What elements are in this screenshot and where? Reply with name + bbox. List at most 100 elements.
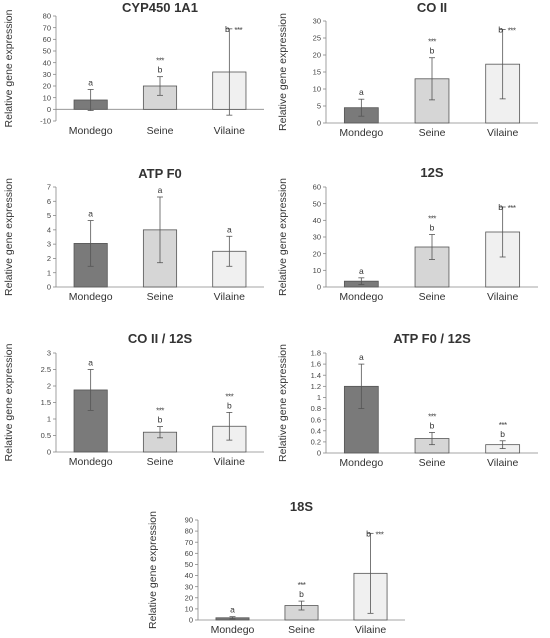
significance-letter: b [366,528,371,538]
significance-letter: a [359,352,364,362]
significance-letter: a [230,605,235,615]
y-tick-label: 50 [313,199,321,208]
y-tick-label: 30 [313,17,321,26]
significance-letter: b [498,25,503,35]
y-tick-label: 60 [43,35,51,44]
significance-letter: a [227,224,232,234]
chart-panel: CYP450 1A1 Relative gene expression -10 0 10… [3,0,264,137]
y-tick-label: 1.5 [41,398,51,407]
y-tick-label: 20 [185,593,193,602]
significance-letter: b [430,223,435,233]
y-tick-label: -10 [40,117,51,126]
y-tick-label: 0.6 [311,415,321,424]
x-category-label: Vilaine [355,624,386,636]
y-tick-label: 1.4 [311,371,321,380]
significance-letter: b [430,46,435,56]
y-tick-label: 90 [185,516,193,525]
y-tick-label: 10 [43,93,51,102]
x-category-label: Mondego [69,125,113,137]
x-category-label: Mondego [69,456,113,468]
significance-letter: a [88,78,93,88]
chart-title: CO II / 12S [128,331,193,346]
y-tick-label: 1.8 [311,349,321,358]
significance-stars: *** [499,421,507,430]
y-tick-label: 0.4 [311,426,321,435]
significance-stars: *** [508,204,516,213]
x-category-label: Vilaine [487,291,518,303]
y-tick-label: 20 [43,82,51,91]
chart-panel: ATP F0 Relative gene expression 0 1 2 3 4 5 6 7 a M… [3,166,264,303]
chart-title: CO II [417,0,447,15]
bar-vilaine [212,250,247,288]
y-tick-label: 30 [185,582,193,591]
y-tick-label: 15 [313,68,321,77]
significance-stars: *** [156,407,164,416]
y-tick-label: 10 [313,85,321,94]
chart-panel: CO II / 12S Relative gene expression 0 0.5 1… [3,331,264,468]
significance-letter: b [225,24,230,34]
y-tick-label: 50 [43,47,51,56]
y-axis-label: Relative gene expression [3,343,15,461]
y-tick-label: 60 [185,549,193,558]
y-tick-label: 40 [313,216,321,225]
y-tick-label: 0 [317,449,321,458]
significance-stars: *** [225,392,233,401]
y-tick-label: 3 [47,349,51,358]
y-tick-label: 80 [185,527,193,536]
y-tick-label: 30 [43,70,51,79]
x-category-label: Mondego [339,457,383,469]
significance-stars: *** [428,412,436,421]
y-tick-label: 5 [47,211,51,220]
significance-letter: b [227,400,232,410]
y-tick-label: 40 [43,58,51,67]
significance-stars: *** [376,530,384,539]
y-axis-label: Relative gene expression [3,178,15,296]
chart-title: ATP F0 [138,166,182,181]
y-tick-label: 6 [47,197,51,206]
y-tick-label: 0 [317,283,321,292]
y-tick-label: 80 [43,12,51,21]
y-tick-label: 0 [189,616,193,625]
x-category-label: Vilaine [214,291,245,303]
significance-letter: a [88,209,93,219]
x-category-label: Seine [147,456,174,468]
x-category-label: Seine [419,291,446,303]
y-tick-label: 25 [313,34,321,43]
significance-stars: *** [234,26,242,35]
significance-letter: b [500,429,505,439]
y-tick-label: 20 [313,51,321,60]
y-tick-label: 1.6 [311,360,321,369]
y-tick-label: 70 [185,538,193,547]
x-category-label: Mondego [211,624,255,636]
x-category-label: Vilaine [214,125,245,137]
significance-letter: a [359,87,364,97]
significance-letter: b [158,65,163,75]
y-tick-label: 1.2 [311,382,321,391]
y-tick-label: 3 [47,240,51,249]
y-tick-label: 50 [185,560,193,569]
y-tick-label: 70 [43,23,51,32]
significance-letter: a [359,266,364,276]
chart-panels: CYP450 1A1 Relative gene expression -10 0 10… [3,0,538,636]
y-tick-label: 2.5 [41,365,51,374]
y-tick-label: 0 [47,105,51,114]
chart-panel: 12S Relative gene expression 0 10 20 30 40 50 60… [277,165,538,303]
chart-title: CYP450 1A1 [122,0,198,15]
y-tick-label: 0 [317,119,321,128]
y-tick-label: 60 [313,183,321,192]
y-tick-label: 10 [185,604,193,613]
significance-stars: *** [508,27,516,36]
x-category-label: Vilaine [487,127,518,139]
x-category-label: Mondego [339,291,383,303]
chart-panel: CO II Relative gene expression 0 5 10 15 20 25 3… [277,0,538,139]
y-tick-label: 40 [185,571,193,580]
significance-stars: *** [428,215,436,224]
x-category-label: Seine [419,457,446,469]
chart-title: 12S [420,165,443,180]
y-tick-label: 2 [47,254,51,263]
significance-letter: b [158,415,163,425]
x-category-label: Mondego [339,127,383,139]
significance-stars: *** [298,581,306,590]
significance-stars: *** [428,38,436,47]
x-category-label: Mondego [69,291,113,303]
